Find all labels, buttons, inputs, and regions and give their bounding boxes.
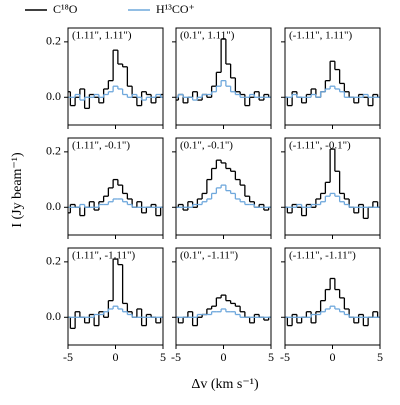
x-tick-label: 5 <box>377 350 383 364</box>
plot-area <box>176 38 271 107</box>
panel-label: (-1.11", -1.11") <box>289 250 356 262</box>
panel-frame <box>284 137 381 236</box>
panel-label: (-1.11", -0.1") <box>289 140 351 152</box>
panel-label: (0.1", -1.11") <box>180 250 238 262</box>
panel-frame <box>67 137 164 236</box>
panel-label: (0.1", -0.1") <box>180 140 233 152</box>
legend-label: C¹⁸O <box>53 2 78 16</box>
x-tick-label: 0 <box>113 350 119 364</box>
panel-frame <box>284 27 381 126</box>
x-tick-label: -5 <box>171 350 181 364</box>
panel-frame <box>284 247 381 346</box>
panel-frame <box>175 27 272 126</box>
panel-label: (1.11", -0.1") <box>72 140 130 152</box>
plot-area <box>176 294 271 327</box>
panel-label: (1.11", -1.11") <box>72 250 135 262</box>
y-tick-label: 0.2 <box>46 144 61 158</box>
legend-label: H¹³CO⁺ <box>156 2 195 16</box>
plot-area <box>68 178 163 217</box>
x-tick-label: -5 <box>280 350 290 364</box>
plot-area <box>176 159 271 211</box>
y-tick-label: 0.0 <box>46 309 61 323</box>
plot-area <box>285 277 380 327</box>
plot-area <box>285 60 380 107</box>
y-axis-title: I (Jy beam⁻¹) <box>10 152 25 228</box>
panel-frame <box>175 247 272 346</box>
panel-frame <box>67 27 164 126</box>
y-tick-label: 0.0 <box>46 199 61 213</box>
x-tick-label: 5 <box>268 350 274 364</box>
plot-area <box>68 49 163 110</box>
x-axis-title: Δv (km s⁻¹) <box>191 377 259 392</box>
y-tick-label: 0.0 <box>46 89 61 103</box>
panel-label: (-1.11", 1.11") <box>289 30 352 42</box>
x-tick-label: -5 <box>63 350 73 364</box>
y-tick-label: 0.2 <box>46 34 61 48</box>
plot-area <box>285 148 380 220</box>
panel-frame <box>67 247 164 346</box>
panel-label: (1.11", 1.11") <box>72 30 132 42</box>
panel-frame <box>175 137 272 236</box>
x-tick-label: 0 <box>330 350 336 364</box>
x-tick-label: 0 <box>221 350 227 364</box>
y-tick-label: 0.2 <box>46 254 61 268</box>
plot-area <box>68 258 163 330</box>
x-tick-label: 5 <box>160 350 166 364</box>
panel-label: (0.1", 1.11") <box>180 30 235 42</box>
